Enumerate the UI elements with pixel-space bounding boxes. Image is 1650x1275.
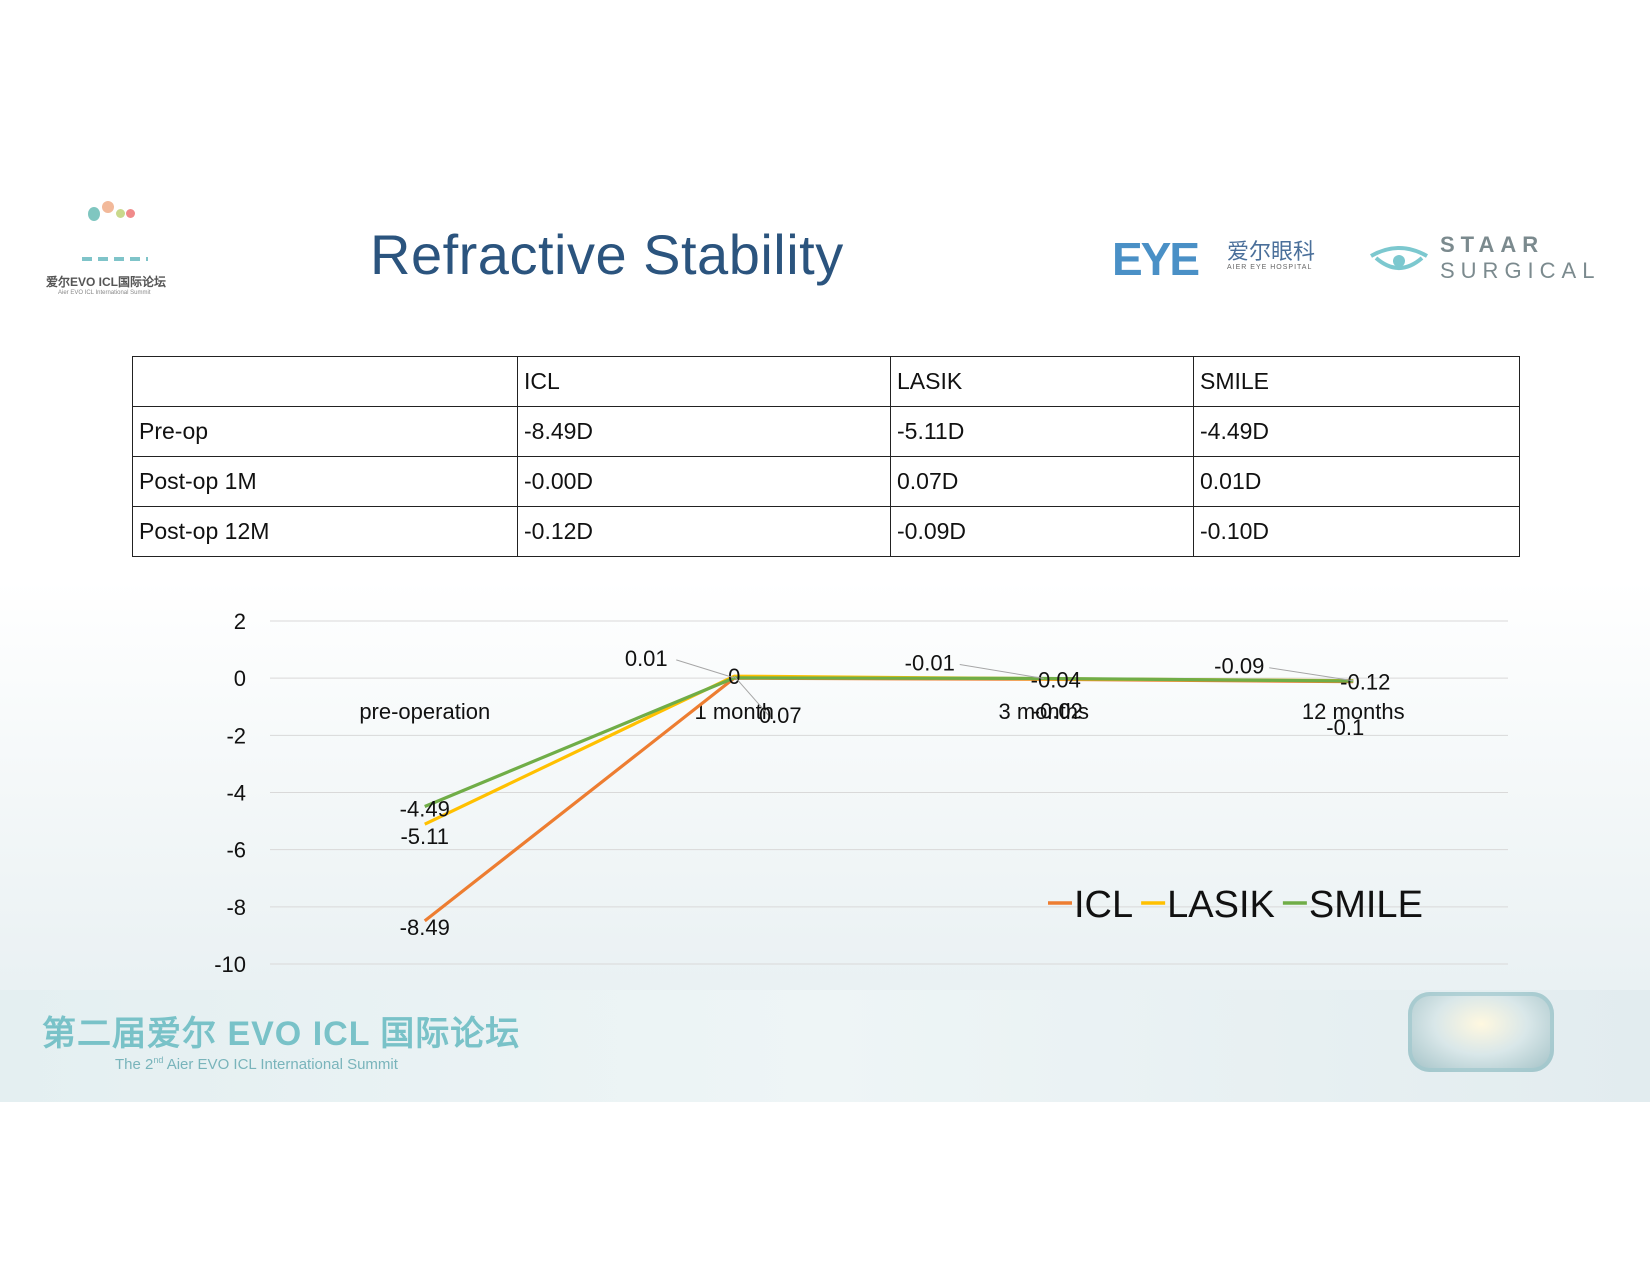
- data-label-smile: -4.49: [400, 797, 450, 822]
- table-cell: -0.10D: [1193, 506, 1520, 557]
- table-cell: Post-op 12M: [132, 506, 518, 557]
- data-label-lasik: -0.09: [1214, 654, 1264, 679]
- footer-band: [0, 990, 1650, 1102]
- data-label-icl: -8.49: [400, 915, 450, 940]
- table-header-cell: [132, 356, 518, 407]
- staar-logo: STAAR SURGICAL: [1368, 232, 1608, 292]
- data-label-smile: 0.01: [625, 646, 668, 671]
- table-row: Post-op 12M -0.12D -0.09D -0.10D: [132, 506, 1520, 557]
- table-header-row: ICL LASIK SMILE: [132, 356, 1520, 407]
- table-cell: -5.11D: [890, 406, 1194, 457]
- eye-logo-cn: 爱尔眼科: [1227, 240, 1316, 265]
- summit-logo-cn: 爱尔EVO ICL国际论坛: [46, 275, 167, 289]
- summit-logo-en: Aier EVO ICL International Summit: [58, 290, 151, 296]
- table-row: Post-op 1M -0.00D 0.07D 0.01D: [132, 456, 1520, 507]
- table-row: Pre-op -8.49D -5.11D -4.49D: [132, 406, 1520, 457]
- legend-label-smile: SMILE: [1309, 884, 1423, 926]
- x-category-label: 3 months: [999, 699, 1090, 724]
- x-category-label: 1 month: [695, 699, 775, 724]
- eye-logo-en: AIER EYE HOSPITAL: [1227, 264, 1313, 271]
- summit-logo-icon: [40, 195, 190, 225]
- data-label-leader: [733, 675, 771, 718]
- y-tick-label: -2: [226, 723, 246, 748]
- staar-logo-top: STAAR: [1440, 232, 1545, 257]
- footer-en-sup: nd: [153, 1055, 164, 1065]
- data-label-leader: [676, 659, 735, 679]
- table-cell: -0.00D: [517, 456, 891, 507]
- refraction-table: ICL LASIK SMILE Pre-op -8.49D -5.11D -4.…: [132, 356, 1520, 557]
- staar-eye-icon: [1370, 246, 1428, 270]
- staar-logo-bottom: SURGICAL: [1440, 258, 1601, 283]
- x-category-label: 12 months: [1302, 699, 1405, 724]
- y-tick-label: 0: [234, 666, 246, 691]
- lens-image: [1408, 992, 1554, 1072]
- table-cell: 0.07D: [890, 456, 1194, 507]
- data-label-icl: -0.04: [1031, 667, 1081, 692]
- x-category-label: pre-operation: [359, 699, 490, 724]
- data-label-lasik: 0.07: [759, 703, 802, 728]
- series-line-smile: [424, 676, 1354, 808]
- table-cell: -0.12D: [517, 506, 891, 557]
- footer-title-cn: 第二届爱尔 EVO ICL 国际论坛: [42, 1015, 521, 1053]
- refraction-line-chart: 2 0 -2 -4 -6 -8 -10 pre-operation 1 month 3 month…: [214, 609, 1508, 977]
- table-cell: Post-op 1M: [132, 456, 518, 507]
- data-label-smile: -0.1: [1326, 715, 1364, 740]
- table-header-cell: ICL: [517, 356, 891, 407]
- table-cell: -8.49D: [517, 406, 891, 457]
- data-label-leader: [1269, 667, 1354, 682]
- legend-label-icl: ICL: [1074, 884, 1133, 926]
- data-label-lasik: -5.11: [400, 824, 449, 849]
- footer-en-prefix: The 2: [115, 1056, 154, 1073]
- data-label-leader: [959, 663, 1044, 679]
- footer-title-en: The 2nd Aier EVO ICL International Summi…: [115, 1055, 398, 1073]
- y-tick-label: -4: [226, 781, 246, 806]
- table-header-cell: SMILE: [1193, 356, 1520, 407]
- y-tick-label: -6: [226, 838, 246, 863]
- table-cell: -4.49D: [1193, 406, 1520, 457]
- legend-label-lasik: LASIK: [1167, 884, 1275, 926]
- data-label-smile: -0.01: [905, 650, 955, 675]
- y-tick-label: -10: [214, 952, 246, 977]
- y-tick-label: 2: [234, 609, 246, 634]
- summit-logo-bar: [82, 257, 148, 261]
- y-tick-label: -8: [226, 895, 246, 920]
- table-header-cell: LASIK: [890, 356, 1194, 407]
- footer-en-suffix: Aier EVO ICL International Summit: [163, 1056, 398, 1073]
- page-title: Refractive Stability: [370, 223, 844, 286]
- eye-logo-mark: EYE: [1112, 233, 1200, 285]
- data-label-icl: -0.12: [1340, 670, 1390, 695]
- data-label-lasik: -0.02: [1033, 699, 1083, 724]
- summit-logo: 爱尔EVO ICL国际论坛 Aier EVO ICL International…: [40, 195, 190, 305]
- table-cell: 0.01D: [1193, 456, 1520, 507]
- table-cell: -0.09D: [890, 506, 1194, 557]
- table-cell: Pre-op: [132, 406, 518, 457]
